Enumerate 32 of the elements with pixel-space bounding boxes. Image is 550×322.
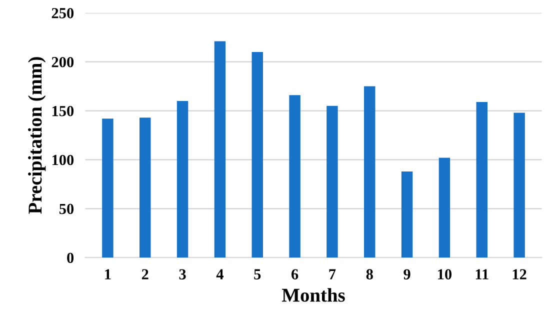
y-tick-label: 200 — [52, 56, 74, 68]
y-tick-label: 50 — [59, 204, 74, 214]
bar — [214, 41, 226, 258]
bar — [438, 158, 450, 258]
bar — [476, 102, 488, 258]
y-tick-label: 100 — [52, 154, 74, 166]
x-tick-label: 11 — [476, 269, 488, 280]
bar — [514, 112, 525, 258]
x-tick-label: 1 — [105, 269, 111, 280]
x-tick-label: 4 — [216, 269, 224, 280]
bar — [364, 86, 376, 258]
y-tick-label: 250 — [52, 8, 74, 18]
bar — [289, 95, 300, 258]
x-tick-label: 9 — [404, 269, 410, 280]
bar — [102, 118, 114, 258]
x-tick-label: 12 — [512, 269, 526, 280]
x-tick-label: 2 — [142, 269, 148, 280]
bar — [326, 106, 338, 258]
bar — [140, 118, 151, 258]
bar — [176, 100, 188, 258]
bar — [401, 171, 413, 258]
x-tick-label: 7 — [329, 269, 336, 280]
x-tick-label: 5 — [254, 269, 261, 280]
x-tick-label: 3 — [179, 269, 186, 280]
y-axis-title: Precipitation (mm) — [28, 57, 46, 214]
y-tick-label: 0 — [67, 252, 74, 264]
x-tick-label: 10 — [438, 269, 452, 280]
bar — [252, 52, 263, 258]
x-tick-label: 8 — [366, 269, 373, 280]
y-tick-label: 150 — [52, 106, 74, 116]
x-axis-title: Months — [282, 288, 345, 302]
x-tick-label: 6 — [291, 269, 298, 280]
